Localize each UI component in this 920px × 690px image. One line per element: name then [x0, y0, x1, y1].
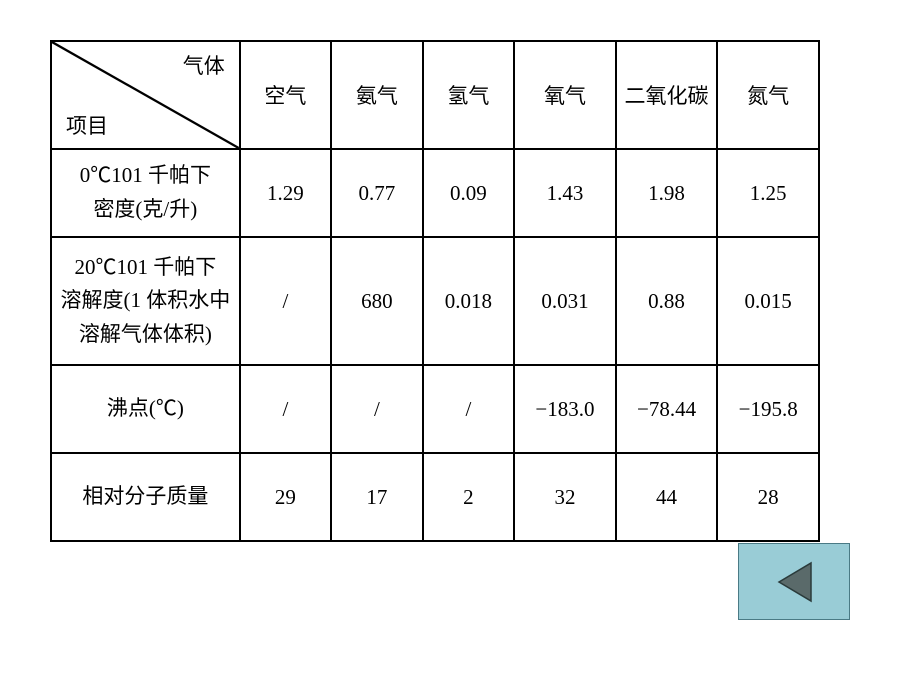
table-row: 0℃101 千帕下密度(克/升) 1.29 0.77 0.09 1.43 1.9… — [51, 149, 819, 237]
data-cell: 44 — [616, 453, 718, 541]
data-cell: / — [423, 365, 515, 453]
table-row: 相对分子质量 29 17 2 32 44 28 — [51, 453, 819, 541]
data-cell: 29 — [240, 453, 331, 541]
row-label: 沸点(℃) — [51, 365, 240, 453]
data-cell: −183.0 — [514, 365, 616, 453]
data-cell: 680 — [331, 237, 422, 365]
data-cell: 2 — [423, 453, 515, 541]
diag-header-bottom: 项目 — [66, 110, 108, 140]
data-cell: 0.88 — [616, 237, 718, 365]
col-header: 空气 — [240, 41, 331, 149]
table-row: 20℃101 千帕下溶解度(1 体积水中溶解气体体积) / 680 0.018 … — [51, 237, 819, 365]
data-cell: 1.29 — [240, 149, 331, 237]
data-cell: 0.018 — [423, 237, 515, 365]
col-header: 氮气 — [717, 41, 819, 149]
diagonal-header-cell: 气体 项目 — [51, 41, 240, 149]
data-cell: 0.031 — [514, 237, 616, 365]
data-cell: 1.43 — [514, 149, 616, 237]
diag-header-top: 气体 — [183, 50, 225, 80]
col-header: 氧气 — [514, 41, 616, 149]
col-header: 二氧化碳 — [616, 41, 718, 149]
data-cell: 1.25 — [717, 149, 819, 237]
gas-properties-table-container: 气体 项目 空气 氨气 氢气 氧气 二氧化碳 氮气 0℃101 千帕下密度(克/… — [50, 40, 820, 542]
triangle-left-icon — [769, 557, 819, 607]
data-cell: 28 — [717, 453, 819, 541]
row-label: 20℃101 千帕下溶解度(1 体积水中溶解气体体积) — [51, 237, 240, 365]
data-cell: 0.77 — [331, 149, 422, 237]
data-cell: / — [331, 365, 422, 453]
data-cell: −78.44 — [616, 365, 718, 453]
table-row: 沸点(℃) / / / −183.0 −78.44 −195.8 — [51, 365, 819, 453]
data-cell: 32 — [514, 453, 616, 541]
data-cell: / — [240, 365, 331, 453]
col-header: 氢气 — [423, 41, 515, 149]
col-header: 氨气 — [331, 41, 422, 149]
data-cell: / — [240, 237, 331, 365]
table-header-row: 气体 项目 空气 氨气 氢气 氧气 二氧化碳 氮气 — [51, 41, 819, 149]
data-cell: −195.8 — [717, 365, 819, 453]
back-arrow-button[interactable] — [738, 543, 850, 620]
row-label: 相对分子质量 — [51, 453, 240, 541]
data-cell: 1.98 — [616, 149, 718, 237]
data-cell: 0.09 — [423, 149, 515, 237]
row-label: 0℃101 千帕下密度(克/升) — [51, 149, 240, 237]
gas-properties-table: 气体 项目 空气 氨气 氢气 氧气 二氧化碳 氮气 0℃101 千帕下密度(克/… — [50, 40, 820, 542]
data-cell: 0.015 — [717, 237, 819, 365]
data-cell: 17 — [331, 453, 422, 541]
